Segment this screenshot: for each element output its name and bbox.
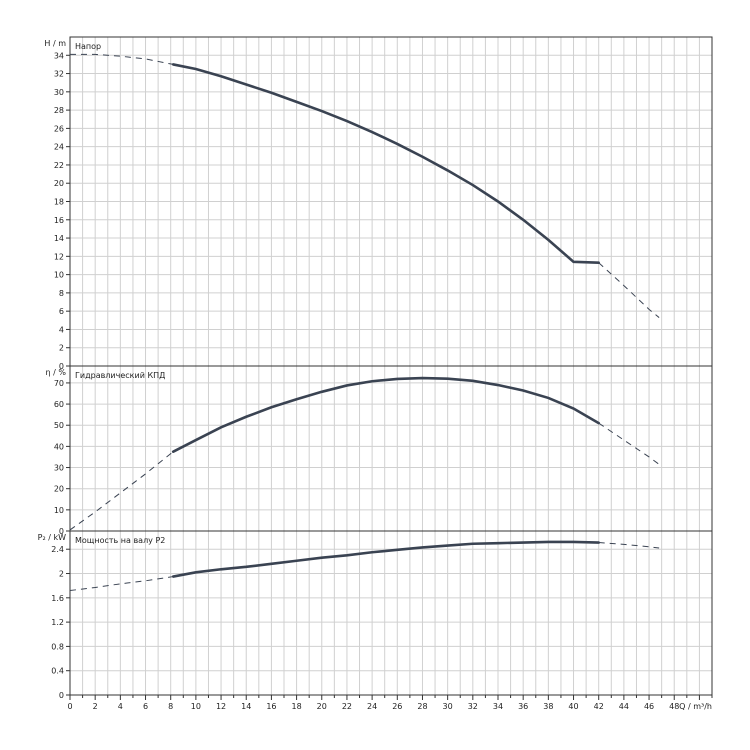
y-tick-label: 30 [54,464,64,473]
x-tick-label: 16 [266,702,276,711]
x-tick-label: 24 [367,702,377,711]
curve-dashed-extrapolation [69,576,174,592]
y-tick-label: 60 [54,400,64,409]
y-tick-label: 14 [54,234,64,243]
x-tick-label: 14 [241,702,251,711]
x-tick-label: 20 [317,702,327,711]
y-tick-label: 24 [54,143,64,152]
panel-title: Гидравлический КПД [75,371,165,380]
y-tick-label: 70 [54,379,64,388]
y-axis-label: η / % [46,368,67,377]
y-tick-label: 16 [54,216,64,225]
panel-title: Мощность на валу P2 [75,536,165,545]
y-tick-label: 34 [54,51,64,60]
panel-title: Напор [75,42,101,51]
plot-frame [69,365,713,532]
y-tick-label: 0.4 [51,667,64,676]
x-tick-label: 42 [594,702,604,711]
y-tick-label: 18 [54,198,64,207]
y-tick-label: 2 [59,344,64,353]
x-tick-label: 34 [493,702,503,711]
x-tick-label: 0 [67,702,72,711]
y-tick-label: 40 [54,442,64,451]
x-tick-label: 30 [443,702,453,711]
curve-solid-line [171,376,601,453]
y-tick-label: 0 [59,691,64,700]
power-panel: 0 0.4 0.8 1.2 1.6 2 2.4 P₂ / kW Мощность на валу… [38,530,713,700]
y-tick-label: 10 [54,271,64,280]
x-tick-label: 32 [468,702,478,711]
x-tick-label: 44 [619,702,629,711]
x-tick-label: 28 [417,702,427,711]
x-tick-label: 36 [518,702,528,711]
y-tick-label: 2 [59,570,64,579]
y-tick-label: 12 [54,252,64,261]
y-tick-label: 50 [54,421,64,430]
y-tick-label: 0.8 [51,642,64,651]
y-tick-label: 20 [54,179,64,188]
x-tick-label: 48 [669,702,679,711]
x-tick-label: 12 [216,702,226,711]
y-tick-label: 30 [54,88,64,97]
curve-dashed-extrapolation [598,542,660,549]
x-tick-label: 40 [568,702,578,711]
y-tick-label: 0 [59,362,64,371]
y-axis-label: P₂ / kW [38,533,66,542]
y-tick-label: 10 [54,506,64,515]
y-tick-label: 1.6 [51,594,64,603]
x-tick-label: 46 [644,702,654,711]
x-tick-label: 38 [543,702,553,711]
curve-dashed-extrapolation [598,262,660,318]
plot-frame [69,530,713,696]
y-tick-label: 26 [54,124,64,133]
curve-solid-line [171,63,601,265]
y-tick-label: 20 [54,485,64,494]
x-tick-label: 10 [191,702,201,711]
y-axis-label: H / m [44,39,66,48]
x-tick-label: 8 [168,702,173,711]
y-tick-label: 4 [59,325,64,334]
y-tick-label: 2.4 [51,545,64,554]
curve-solid-line [171,540,601,578]
y-tick-label: 6 [59,307,64,316]
y-tick-label: 1.2 [51,618,64,627]
x-tick-label: 4 [118,702,123,711]
y-tick-label: 8 [59,289,64,298]
curve-dashed-extrapolation [70,53,174,65]
efficiency-panel: 0 10 20 30 40 50 60 70 η / % Гидравлический КПД [46,365,713,536]
x-tick-label: 22 [342,702,352,711]
x-tick-label: 2 [93,702,98,711]
y-tick-label: 0 [59,527,64,536]
y-tick-label: 32 [54,70,64,79]
q-axis: 0 2 4 6 8 10 12 14 16 18 20 22 24 26 28 30 32 34 36 38 40 42 4… [67,695,713,711]
x-tick-label: 26 [392,702,402,711]
y-tick-label: 28 [54,106,64,115]
x-tick-label: 18 [291,702,301,711]
y-tick-label: 22 [54,161,64,170]
curve-dashed-extrapolation [598,422,660,465]
x-tick-label: 6 [143,702,148,711]
x-axis-label: Q / m³/h [679,702,712,711]
